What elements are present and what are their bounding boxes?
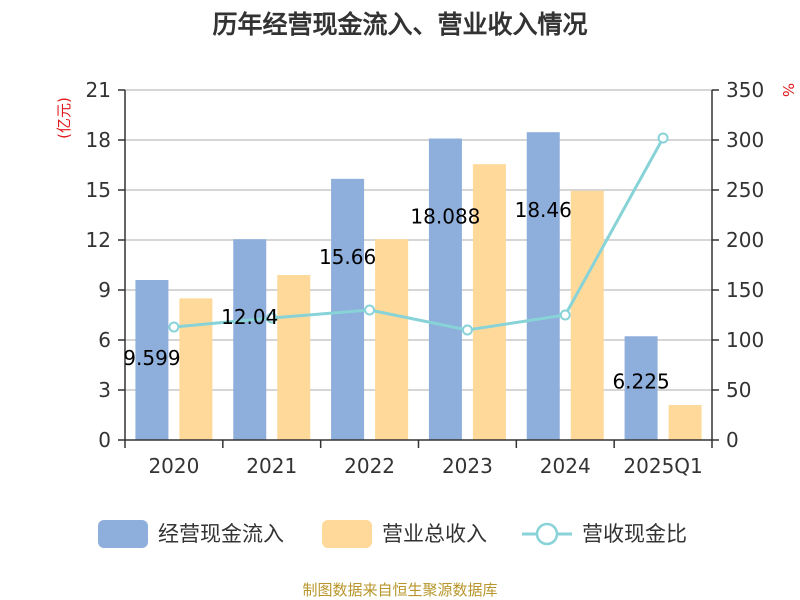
right-tick-label: 300 (726, 128, 764, 152)
legend-swatch-cash-inflow (98, 520, 148, 548)
left-tick-label: 3 (98, 378, 111, 402)
legend-swatch-ratio-marker (535, 522, 559, 546)
ratio-point (364, 304, 376, 316)
cash-inflow-data-label: 6.225 (612, 369, 669, 393)
gridlines (125, 89, 712, 391)
cash-inflow-data-label: 9.599 (123, 346, 180, 370)
ratio-point (559, 309, 571, 321)
right-tick-label: 350 (726, 78, 764, 102)
cash-inflow-data-label: 18.088 (410, 205, 480, 229)
bars (135, 132, 702, 441)
right-axis-unit: % (779, 83, 797, 97)
legend-label-cash-inflow: 经营现金流入 (158, 522, 284, 546)
left-tick-label: 21 (86, 78, 111, 102)
left-tick-label: 0 (98, 428, 111, 452)
left-tick-label: 18 (86, 128, 111, 152)
ratio-line (168, 132, 669, 336)
revenue-bar (668, 405, 702, 440)
right-tick-label: 50 (726, 378, 751, 402)
ratio-point (657, 132, 669, 144)
right-tick-label: 250 (726, 178, 764, 202)
ratio-point (461, 324, 473, 336)
chart-title: 历年经营现金流入、营业收入情况 (212, 10, 587, 39)
left-tick-label: 6 (98, 328, 111, 352)
axes: 0 3 6 9 12 15 18 21 0 50 100 150 200 250 300 350 2020 202… (86, 78, 765, 478)
right-tick-label: 100 (726, 328, 764, 352)
x-tick-label: 2020 (148, 454, 199, 478)
revenue-bar (570, 190, 604, 440)
left-tick-label: 15 (86, 178, 111, 202)
cash-inflow-bar (526, 132, 560, 440)
left-tick-label: 12 (86, 228, 111, 252)
x-tick-label: 2023 (442, 454, 493, 478)
cash-inflow-data-label: 18.46 (515, 198, 572, 222)
ratio-point (168, 321, 180, 333)
cash-inflow-bar (428, 138, 462, 441)
cash-inflow-bar (624, 336, 658, 440)
right-tick-label: 0 (726, 428, 739, 452)
cash-inflow-bar (135, 280, 169, 440)
source-note: 制图数据来自恒生聚源数据库 (302, 581, 497, 599)
legend: 经营现金流入 营业总收入 营收现金比 (98, 520, 687, 548)
x-tick-label: 2024 (540, 454, 591, 478)
legend-label-ratio: 营收现金比 (582, 522, 687, 546)
legend-label-revenue: 营业总收入 (382, 522, 487, 546)
data-labels: 9.599 12.04 15.66 18.088 18.46 6.225 (123, 198, 669, 393)
ratio-point (266, 312, 278, 324)
legend-swatch-revenue (322, 520, 372, 548)
right-tick-label: 200 (726, 228, 764, 252)
x-tick-label: 2025Q1 (623, 454, 702, 478)
revenue-bar (277, 275, 311, 440)
ratio-line-path (173, 137, 665, 332)
cash-inflow-bar (233, 239, 267, 440)
right-tick-label: 150 (726, 278, 764, 302)
revenue-bar (179, 298, 213, 440)
revenue-bar (472, 164, 506, 440)
x-tick-label: 2022 (344, 454, 395, 478)
revenue-bar (375, 239, 409, 440)
left-tick-label: 9 (98, 278, 111, 302)
left-axis-unit: (亿元) (55, 97, 73, 139)
cash-inflow-data-label: 15.66 (319, 245, 376, 269)
cash-inflow-data-label: 12.04 (221, 305, 278, 329)
x-tick-label: 2021 (246, 454, 297, 478)
